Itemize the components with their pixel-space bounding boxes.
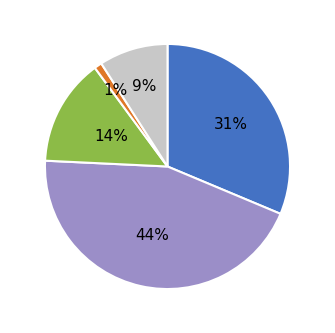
Text: 9%: 9% bbox=[132, 79, 156, 94]
Text: 31%: 31% bbox=[214, 117, 248, 132]
Wedge shape bbox=[45, 68, 168, 166]
Wedge shape bbox=[101, 44, 168, 166]
Text: 44%: 44% bbox=[135, 228, 169, 243]
Wedge shape bbox=[168, 44, 290, 214]
Text: 1%: 1% bbox=[103, 83, 128, 98]
Text: 14%: 14% bbox=[94, 129, 128, 144]
Wedge shape bbox=[95, 63, 168, 166]
Wedge shape bbox=[45, 161, 280, 289]
